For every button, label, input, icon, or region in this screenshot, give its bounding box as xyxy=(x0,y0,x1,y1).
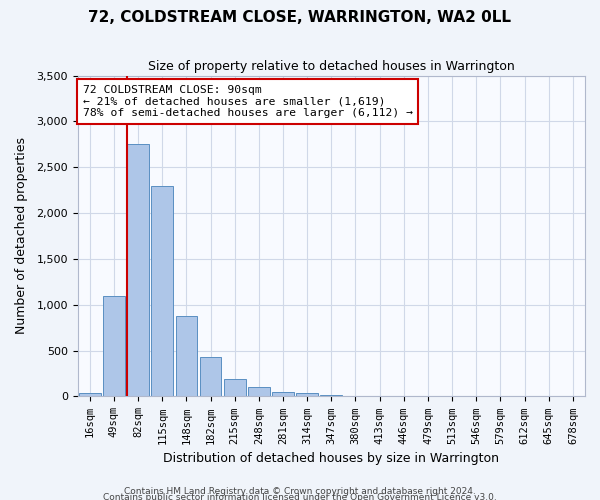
Bar xyxy=(79,393,101,396)
Bar xyxy=(224,379,245,396)
Bar xyxy=(272,392,294,396)
Text: 72 COLDSTREAM CLOSE: 90sqm
← 21% of detached houses are smaller (1,619)
78% of s: 72 COLDSTREAM CLOSE: 90sqm ← 21% of deta… xyxy=(83,85,413,118)
Bar xyxy=(176,316,197,396)
Title: Size of property relative to detached houses in Warrington: Size of property relative to detached ho… xyxy=(148,60,515,73)
Bar xyxy=(200,357,221,397)
Text: Contains HM Land Registry data © Crown copyright and database right 2024.: Contains HM Land Registry data © Crown c… xyxy=(124,487,476,496)
Y-axis label: Number of detached properties: Number of detached properties xyxy=(15,138,28,334)
Text: 72, COLDSTREAM CLOSE, WARRINGTON, WA2 0LL: 72, COLDSTREAM CLOSE, WARRINGTON, WA2 0L… xyxy=(89,10,511,25)
Bar xyxy=(296,393,318,396)
Bar xyxy=(103,296,125,396)
Bar xyxy=(127,144,149,396)
Bar xyxy=(320,394,342,396)
Bar xyxy=(151,186,173,396)
Bar xyxy=(248,388,270,396)
X-axis label: Distribution of detached houses by size in Warrington: Distribution of detached houses by size … xyxy=(163,452,499,465)
Text: Contains public sector information licensed under the Open Government Licence v3: Contains public sector information licen… xyxy=(103,492,497,500)
